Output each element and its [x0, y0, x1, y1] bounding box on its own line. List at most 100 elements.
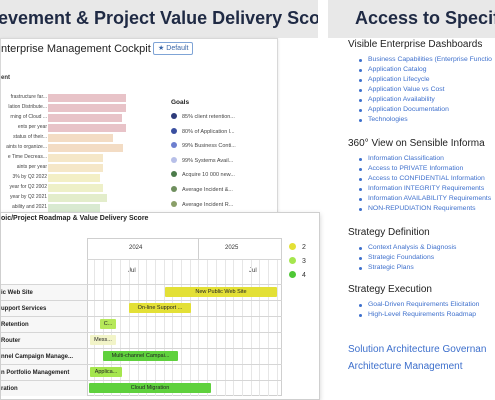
- cockpit-row-label: lation Distribute...: [8, 104, 47, 110]
- cockpit-row-bar: [48, 144, 124, 152]
- left-header-title: evement & Project Value Delivery Scores: [0, 8, 318, 28]
- roadmap-grid-line: [233, 259, 235, 396]
- goal-label: Average Incident R...: [182, 201, 234, 208]
- roadmap-row-label: ic Web Site: [1, 284, 87, 300]
- default-view-label: Default: [166, 45, 189, 52]
- roadmap-grid-line: [250, 259, 252, 396]
- right-header-banner: Access to Specific I: [328, 0, 495, 38]
- access-heading-link[interactable]: Architecture Management: [348, 361, 463, 372]
- access-link[interactable]: Access to CONFIDENTIAL Information: [348, 174, 491, 184]
- cockpit-section-label: ent: [1, 75, 10, 81]
- roadmap-row-separator: [87, 316, 282, 317]
- cockpit-row-bar: [48, 174, 100, 182]
- goals-legend-title: Goals: [171, 99, 190, 106]
- roadmap-year-label: 2025: [225, 245, 239, 251]
- goal-item: Acquire 10 000 new...: [171, 170, 271, 180]
- cockpit-row-bar: [48, 114, 123, 122]
- roadmap-task-bar[interactable]: On-line Support ...: [129, 303, 191, 313]
- roadmap-task-bar[interactable]: Cloud Migration: [89, 383, 211, 393]
- cockpit-row: 3% by Q2 2022: [1, 173, 161, 182]
- access-link-list: Information Classification Access to PRIV…: [348, 154, 491, 214]
- access-link[interactable]: Context Analysis & Diagnosis: [348, 243, 456, 253]
- roadmap-legend-item: 2: [289, 243, 306, 251]
- roadmap-row-text: ic Web Site: [1, 290, 33, 296]
- access-link[interactable]: Technologies: [348, 115, 492, 125]
- goal-label: 99% Systems Avail...: [182, 157, 234, 164]
- access-link-list: Business Capabilities (Enterprise Functi…: [348, 55, 492, 125]
- access-section-heading: Strategy Execution: [348, 283, 432, 295]
- cockpit-row: rning of Cloud ...: [1, 113, 161, 122]
- goal-color-dot: [171, 156, 177, 163]
- access-link[interactable]: Information Classification: [348, 154, 491, 164]
- roadmap-row-separator: [87, 364, 282, 365]
- roadmap-grid-line: [94, 259, 95, 396]
- access-panel: Visible Enterprise Dashboards Business Ca…: [348, 38, 495, 400]
- roadmap-legend-item: 4: [289, 271, 306, 279]
- cockpit-row-label: aints to organize...: [6, 144, 47, 150]
- access-link[interactable]: Application Lifecycle: [348, 75, 492, 85]
- access-link[interactable]: Information INTEGRITY Requirements: [348, 184, 491, 194]
- access-link[interactable]: Strategic Foundations: [348, 253, 456, 263]
- roadmap-row-label: upport Services: [1, 300, 87, 316]
- roadmap-grid-line: [224, 259, 226, 396]
- cockpit-row: status of their...: [1, 133, 161, 142]
- roadmap-row-separator: [87, 332, 282, 333]
- roadmap-gantt-grid: [87, 238, 282, 396]
- roadmap-row-label: Retention: [1, 316, 87, 332]
- roadmap-task-bar[interactable]: New Public Web Site: [165, 287, 277, 297]
- roadmap-task-bar[interactable]: Multi-channel Campai...: [103, 351, 178, 361]
- cockpit-row-bar: [48, 94, 126, 102]
- cockpit-row: year by Q2 2021: [1, 193, 161, 202]
- goal-color-dot: [171, 171, 177, 178]
- goal-color-dot: [171, 186, 177, 192]
- access-link[interactable]: Business Capabilities (Enterprise Functi…: [348, 55, 492, 65]
- cockpit-row-bar: [48, 154, 103, 162]
- access-link[interactable]: Application Documentation: [348, 105, 492, 115]
- cockpit-row: e Time Decreas...: [1, 153, 161, 162]
- roadmap-grid-line: [146, 259, 148, 396]
- access-link[interactable]: Goal-Driven Requirements Elicitation: [348, 300, 479, 310]
- goal-label: 80% of Application l...: [182, 128, 235, 135]
- cockpit-row-label: ability and 2021: [11, 204, 47, 210]
- roadmap-grid-line: [276, 259, 278, 396]
- access-link[interactable]: Strategic Plans: [348, 263, 456, 273]
- access-heading-link[interactable]: Solution Architecture Governan: [348, 344, 487, 355]
- goal-item: 99% Business Conti...: [171, 141, 271, 151]
- roadmap-grid-line: [154, 259, 156, 396]
- access-link[interactable]: NON-REPUDIATION Requirements: [348, 204, 491, 214]
- roadmap-grid-line: [215, 259, 217, 396]
- cockpit-row-bar: [48, 104, 126, 112]
- access-link[interactable]: High-Level Requirements Roadmap: [348, 310, 479, 320]
- roadmap-row-text: Retention: [1, 322, 29, 328]
- cockpit-row-label: ents per year: [17, 124, 47, 130]
- cockpit-row: aints to organize...: [1, 143, 161, 152]
- cockpit-row-label: status of their...: [13, 134, 47, 140]
- cockpit-row: aints per year: [1, 163, 161, 172]
- access-link[interactable]: Application Availability: [348, 95, 492, 105]
- default-view-button[interactable]: ★ Default: [153, 42, 194, 55]
- roadmap-task-bar[interactable]: Mess...: [90, 335, 116, 345]
- cockpit-row: ents per year: [1, 123, 161, 132]
- right-header-title: Access to Specific I: [355, 8, 495, 28]
- roadmap-grid-line: [198, 259, 200, 396]
- roadmap-header-separator: [87, 259, 282, 260]
- goal-color-dot: [171, 142, 177, 149]
- cockpit-row-label: aints per year: [16, 164, 47, 170]
- access-link[interactable]: Application Catalog: [348, 65, 492, 75]
- access-link[interactable]: Application Value vs Cost: [348, 85, 492, 95]
- goal-color-dot: [171, 127, 177, 134]
- access-link[interactable]: Information AVAILABILITY Requirements: [348, 194, 491, 204]
- roadmap-task-bar[interactable]: Applica...: [90, 367, 122, 377]
- goal-item: 85% client retention...: [171, 112, 271, 122]
- access-section-heading: 360° View on Sensible Informa: [348, 138, 485, 150]
- roadmap-title: oic/Project Roadmap & Value Delivery Sco…: [1, 215, 149, 222]
- roadmap-task-bar[interactable]: C...: [100, 319, 116, 329]
- roadmap-row-text: nnel Campaign Manage...: [1, 354, 74, 360]
- enterprise-cockpit-panel: nterprise Management Cockpit ★ Default en…: [0, 38, 278, 228]
- roadmap-grid-line: [207, 259, 209, 396]
- cockpit-row: year for Q2 2002: [1, 183, 161, 192]
- roadmap-row-text: n Portfolio Management: [1, 370, 70, 376]
- roadmap-legend-dot: [289, 243, 296, 250]
- cockpit-row-bar: [48, 164, 103, 172]
- access-link[interactable]: Access to PRIVATE Information: [348, 164, 491, 174]
